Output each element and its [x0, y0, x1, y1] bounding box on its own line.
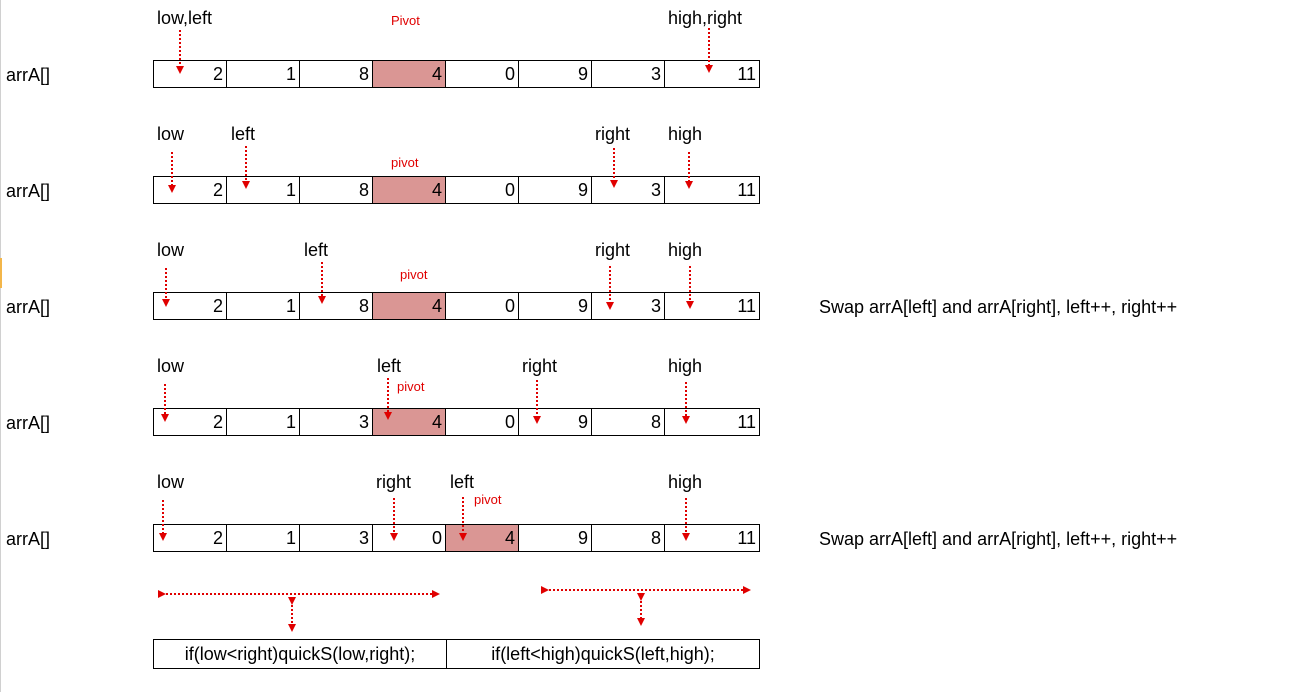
array-cell: 11: [737, 180, 756, 200]
array-cell: 1: [227, 293, 300, 319]
array-cell-pivot: 4: [373, 293, 446, 319]
array-cell: 8: [592, 409, 665, 435]
pointer-label-right: right: [522, 356, 558, 376]
array-cell: 3: [592, 61, 665, 87]
pointer-label-low-left: low,left: [157, 8, 213, 28]
pointer-label-low: low: [157, 356, 185, 376]
step-note-swap: Swap arrA[left] and arrA[right], left++,…: [819, 297, 1178, 317]
array-name: arrA[]: [6, 181, 51, 201]
pivot-label: pivot: [474, 492, 502, 507]
array-cell: 0: [446, 293, 519, 319]
recursive-calls-row: if(low<right)quickS(low,right); if(left<…: [153, 639, 760, 669]
pointer-label-low: low: [157, 472, 185, 492]
array-row: 2 1 8 4 0 9 3 11: [153, 292, 760, 320]
array-name: arrA[]: [6, 65, 51, 85]
left-border-marker: [0, 258, 2, 288]
array-cell: 9: [519, 61, 592, 87]
right-recursive-call: if(left<high)quickS(left,high);: [491, 644, 715, 664]
array-cell: 8: [300, 61, 373, 87]
array-cell: 1: [227, 61, 300, 87]
array-cell: 9: [519, 409, 592, 435]
array-cell-pivot: 4: [446, 525, 519, 551]
pointer-label-left: left: [450, 472, 475, 492]
pointer-label-high: high: [668, 472, 703, 492]
array-cell: 3: [300, 409, 373, 435]
array-cell: 2: [154, 177, 227, 203]
array-row: 2 1 8 4 0 9 3 11: [153, 60, 760, 88]
array-name: arrA[]: [6, 413, 51, 433]
array-cell: 9: [519, 525, 592, 551]
pointer-label-low: low: [157, 124, 185, 144]
array-cell: 11: [737, 528, 756, 548]
array-cell: 8: [300, 293, 373, 319]
array-cell-pivot: 4: [373, 61, 446, 87]
array-cell: 8: [300, 177, 373, 203]
pointer-label-right: right: [376, 472, 412, 492]
pivot-label: Pivot: [391, 13, 420, 28]
array-cell: 9: [519, 177, 592, 203]
pointer-label-right: right: [595, 124, 631, 144]
pivot-label: pivot: [391, 155, 419, 170]
array-cell: 3: [300, 525, 373, 551]
left-border: [0, 0, 1, 692]
array-cell: 2: [154, 409, 227, 435]
pointer-label-left: left: [231, 124, 256, 144]
array-cell: 3: [592, 177, 665, 203]
array-cell: 0: [446, 61, 519, 87]
pivot-label: pivot: [400, 267, 428, 282]
array-cell: 1: [227, 177, 300, 203]
left-recursive-call: if(low<right)quickS(low,right);: [184, 644, 416, 664]
array-row: 2 1 8 4 0 9 3 11: [153, 176, 760, 204]
array-cell: 9: [519, 293, 592, 319]
pointer-label-high-right: high,right: [668, 8, 743, 28]
pivot-label: pivot: [397, 379, 425, 394]
step-note-swap: Swap arrA[left] and arrA[right], left++,…: [819, 529, 1178, 549]
array-cell-pivot: 4: [373, 177, 446, 203]
pointer-label-left: left: [377, 356, 402, 376]
array-cell: 3: [592, 293, 665, 319]
array-cell: 2: [154, 61, 227, 87]
array-name: arrA[]: [6, 529, 51, 549]
array-name: arrA[]: [6, 297, 51, 317]
pointer-label-high: high: [668, 240, 703, 260]
array-cell: 1: [227, 525, 300, 551]
array-row: 2 1 3 0 4 9 8 11: [153, 524, 760, 552]
pointer-label-right: right: [595, 240, 631, 260]
array-cell: 1: [227, 409, 300, 435]
array-row: 2 1 3 4 0 9 8 11: [153, 408, 760, 436]
array-cell: 11: [737, 296, 756, 316]
array-cell: 0: [373, 525, 446, 551]
array-cell: 2: [154, 293, 227, 319]
array-cell: 0: [446, 177, 519, 203]
array-cell: 8: [592, 525, 665, 551]
array-cell: 11: [737, 64, 756, 84]
code-divider: [446, 640, 447, 668]
array-cell: 0: [446, 409, 519, 435]
array-cell: 11: [737, 412, 756, 432]
pointer-label-high: high: [668, 124, 703, 144]
pointer-label-low: low: [157, 240, 185, 260]
pointer-label-left: left: [304, 240, 329, 260]
array-cell: 2: [154, 525, 227, 551]
pointer-label-high: high: [668, 356, 703, 376]
